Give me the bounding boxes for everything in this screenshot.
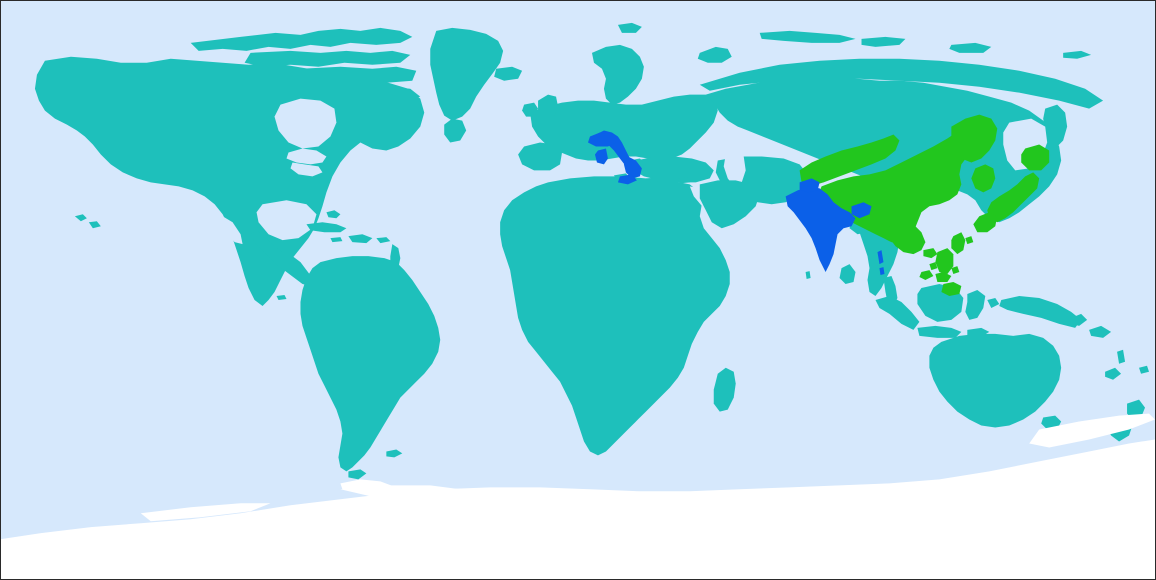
- region-madagascar: [713, 367, 736, 412]
- region-falklands: [386, 449, 403, 458]
- region-arabia: [699, 180, 760, 229]
- land-layer: [1, 20, 1155, 579]
- region-sumatra: [875, 295, 920, 330]
- region-india-highlight: [785, 186, 856, 273]
- region-south-korea-highlight: [971, 164, 996, 193]
- region-greenland: [430, 27, 504, 121]
- region-india-kashmir: [799, 178, 820, 193]
- region-kamchatka: [1043, 104, 1068, 149]
- region-iceland: [494, 66, 523, 81]
- region-tierra-del-fuego: [348, 469, 367, 480]
- region-philippines-palawan: [919, 270, 934, 281]
- region-hispaniola: [348, 234, 373, 244]
- region-europe-scandinavia: [591, 44, 644, 105]
- region-india-northeast: [851, 202, 872, 219]
- caspian-sea: [723, 150, 746, 187]
- region-puerto-rico: [376, 237, 391, 244]
- region-africa: [500, 176, 730, 456]
- region-galapagos: [276, 294, 287, 300]
- region-hawaii: [74, 214, 87, 222]
- arctic-ocean-cut: [699, 20, 1140, 53]
- region-europe-main: [530, 94, 718, 161]
- region-new-caledonia: [1105, 367, 1122, 380]
- region-canadian-arctic: [190, 27, 413, 51]
- region-japan-hokkaido: [1021, 144, 1050, 171]
- region-philippines-small-2: [951, 266, 960, 275]
- region-ireland: [522, 102, 539, 117]
- region-arctic-islands-ru: [759, 30, 856, 43]
- region-arctic-island-1: [244, 50, 411, 67]
- antarctica-ice-shelf-1: [1029, 413, 1155, 448]
- region-sardinia-highlight: [594, 148, 608, 165]
- region-australia: [929, 333, 1062, 428]
- region-severnaya-zemlya: [861, 36, 906, 47]
- region-cuba: [306, 222, 347, 233]
- region-cyprus: [677, 177, 690, 184]
- region-taiwan: [951, 232, 966, 255]
- baja-gulf: [220, 216, 243, 245]
- region-java: [917, 325, 962, 338]
- region-jamaica: [330, 237, 343, 243]
- region-vanuatu: [1117, 349, 1126, 364]
- region-south-america: [300, 256, 441, 472]
- region-india-andaman-hl: [877, 250, 884, 265]
- region-fiji: [1139, 365, 1150, 374]
- region-china-manchuria: [951, 114, 998, 163]
- region-central-america: [250, 230, 313, 287]
- region-solomon: [1089, 325, 1112, 338]
- region-japan-ryukyu: [965, 236, 974, 245]
- region-wrangel: [1063, 50, 1092, 59]
- region-svalbard: [617, 22, 642, 33]
- region-hainan: [923, 248, 938, 259]
- region-italy-boot: [623, 156, 642, 179]
- region-maldives: [805, 271, 811, 280]
- region-sicily-highlight: [617, 174, 637, 185]
- region-antarctica: [1, 439, 1155, 579]
- region-iberia: [518, 142, 563, 171]
- region-sri-lanka: [839, 264, 856, 285]
- great-lakes-2: [290, 162, 323, 177]
- region-philippines-luzon: [935, 248, 954, 275]
- region-italy-north: [587, 132, 616, 147]
- region-greenland-south: [444, 118, 467, 143]
- region-philippines-mindanao: [941, 282, 962, 296]
- region-new-guinea: [999, 295, 1082, 328]
- region-japan-shikoku-kyushu: [973, 212, 998, 233]
- region-philippines-small-1: [929, 262, 938, 271]
- region-moluccas: [987, 297, 1000, 308]
- region-tasmania: [1041, 415, 1062, 430]
- region-new-siberian: [949, 42, 992, 53]
- region-novaya-zemlya: [697, 46, 732, 63]
- region-japan-honshu: [987, 172, 1040, 223]
- antarctica-ice-shelf-2: [140, 503, 271, 522]
- region-hawaii-2: [88, 221, 101, 229]
- region-india-andaman-hl2: [879, 267, 885, 276]
- region-china-south: [889, 222, 926, 255]
- region-balkans-turkey: [633, 156, 714, 183]
- region-sulawesi: [965, 290, 986, 320]
- north-siberia-coast: [699, 58, 1104, 109]
- region-china-xinjiang: [799, 134, 900, 187]
- gulf-of-mexico: [256, 200, 317, 241]
- region-philippines-visayas: [935, 272, 952, 283]
- hudson-bay: [274, 98, 337, 149]
- region-uk: [538, 94, 559, 123]
- region-crete: [645, 177, 664, 183]
- great-lakes: [286, 148, 327, 165]
- antarctica-peninsula: [340, 479, 397, 494]
- region-bahamas: [326, 210, 341, 219]
